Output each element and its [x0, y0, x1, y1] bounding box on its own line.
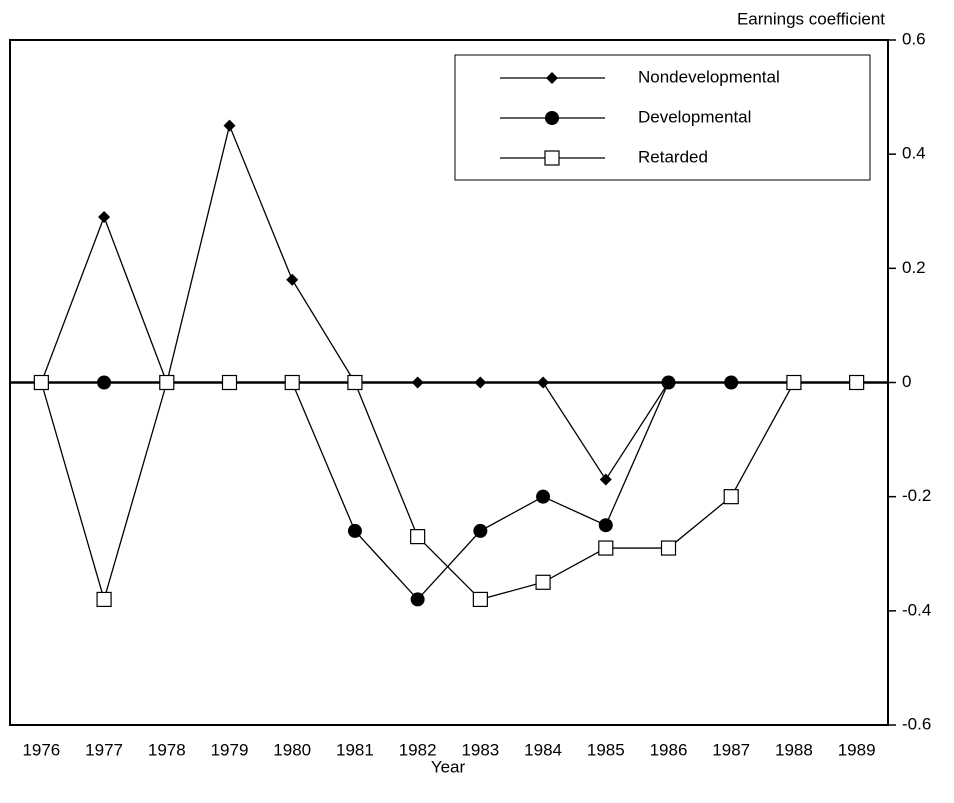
x-tick-label: 1976: [22, 740, 60, 759]
data-point: [786, 374, 802, 391]
data-point: [347, 523, 362, 538]
data-point: [411, 376, 424, 389]
legend-label: Developmental: [638, 107, 751, 126]
legend-marker: [546, 72, 558, 84]
y-tick-label: 0.4: [902, 144, 926, 163]
legend-label: Nondevelopmental: [638, 67, 780, 86]
data-point: [849, 374, 865, 391]
y-tick-label: 0.6: [902, 29, 926, 48]
data-point: [159, 374, 175, 391]
y-tick-label: 0: [902, 372, 911, 391]
data-point: [598, 540, 614, 556]
data-point: [97, 375, 112, 390]
data-point: [33, 374, 49, 391]
x-tick-label: 1984: [524, 740, 562, 759]
x-axis-label: Year: [431, 757, 466, 776]
x-tick-label: 1987: [712, 740, 750, 759]
data-point: [347, 374, 363, 391]
data-point: [410, 592, 425, 607]
x-tick-label: 1979: [211, 740, 249, 759]
data-point: [537, 376, 550, 389]
data-point: [598, 518, 613, 533]
x-tick-label: 1983: [461, 740, 499, 759]
data-point: [661, 375, 676, 390]
data-point: [599, 473, 612, 486]
data-point: [724, 375, 739, 390]
legend-marker: [544, 150, 560, 166]
legend-marker: [545, 111, 559, 125]
data-point: [660, 540, 677, 556]
x-tick-label: 1981: [336, 740, 374, 759]
data-point: [473, 523, 488, 538]
data-point: [536, 489, 551, 504]
series-line: [40, 381, 857, 602]
y-tick-label: -0.4: [902, 600, 931, 619]
data-point: [723, 489, 739, 505]
x-tick-label: 1989: [838, 740, 876, 759]
x-tick-label: 1988: [775, 740, 813, 759]
y-tick-label: 0.2: [902, 258, 926, 277]
x-tick-label: 1977: [85, 740, 123, 759]
y-axis-label: Earnings coefficient: [737, 9, 885, 28]
data-point: [96, 591, 112, 608]
data-point: [98, 210, 111, 223]
data-point: [472, 591, 488, 608]
data-point: [221, 374, 238, 391]
y-tick-label: -0.6: [902, 714, 931, 733]
data-point: [474, 376, 487, 389]
data-point: [223, 119, 236, 132]
data-point: [535, 574, 551, 590]
data-point: [410, 529, 426, 545]
data-point: [284, 374, 300, 391]
data-point: [286, 273, 299, 286]
x-tick-label: 1986: [650, 740, 688, 759]
x-tick-label: 1985: [587, 740, 625, 759]
legend-label: Retarded: [638, 147, 708, 166]
x-tick-label: 1982: [399, 740, 437, 759]
y-tick-label: -0.2: [902, 486, 931, 505]
x-tick-label: 1980: [273, 740, 311, 759]
x-tick-label: 1978: [148, 740, 186, 759]
